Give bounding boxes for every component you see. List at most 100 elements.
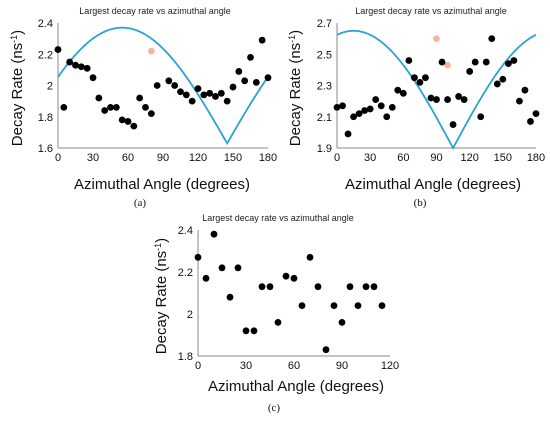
data-point — [258, 283, 266, 291]
data-point — [188, 97, 196, 105]
data-point — [399, 89, 407, 97]
data-point — [77, 63, 85, 71]
x-tick-label: 150 — [494, 152, 512, 164]
chart-panel-a: Largest decay rate vs azimuthal angle 0 3… — [9, 6, 277, 209]
x-tick-label: 180 — [259, 152, 277, 164]
data-point — [339, 102, 346, 110]
x-tick-label: 150 — [224, 152, 242, 164]
data-point — [194, 85, 202, 93]
data-point — [60, 103, 68, 111]
data-point — [264, 74, 272, 82]
data-point — [322, 346, 330, 354]
data-point — [362, 283, 370, 291]
data-point — [405, 57, 413, 64]
y-tick-label: 2.4 — [38, 18, 53, 30]
data-point — [266, 283, 274, 291]
data-point — [361, 107, 369, 114]
data-point — [354, 302, 362, 309]
x-tick-label: 180 — [527, 152, 545, 164]
data-point — [383, 113, 391, 121]
y-axis-label: Decay Rate (ns-1) — [153, 238, 170, 354]
data-point — [298, 302, 306, 309]
data-point — [466, 68, 474, 75]
data-point — [527, 118, 534, 125]
data-point — [350, 113, 357, 121]
plot-area: 0 30 60 90 120 150 180 1.6 1.8 2 2.2 2.4 — [38, 18, 277, 164]
x-tick-label: 30 — [87, 152, 99, 164]
y-tick-label: 2.3 — [317, 81, 332, 93]
data-point — [72, 61, 79, 69]
data-point — [83, 64, 91, 72]
x-tick-label: 60 — [122, 152, 134, 164]
data-point — [444, 96, 451, 103]
y-axis-label: Decay Rate (ns-1) — [287, 30, 304, 146]
y-tick-label: 2.4 — [178, 225, 193, 237]
data-point — [202, 274, 210, 282]
y-tick-label: 2.1 — [317, 112, 332, 124]
data-point — [218, 264, 226, 272]
data-point — [516, 97, 523, 105]
data-point — [247, 53, 254, 61]
data-point — [346, 283, 354, 291]
data-point — [217, 89, 225, 97]
x-tick-label: 90 — [336, 360, 348, 372]
data-point — [200, 91, 208, 99]
data-point — [433, 96, 440, 103]
plot-area: 0 30 60 90 120 150 180 1.9 2.1 2.3 2.5 2.7 — [317, 18, 545, 164]
data-point — [482, 58, 490, 66]
data-point — [229, 83, 237, 91]
y-tick-label: 1.6 — [38, 143, 53, 155]
data-point — [101, 107, 109, 114]
x-tick-label: 0 — [195, 360, 201, 372]
data-point — [460, 96, 468, 103]
data-point — [66, 58, 74, 66]
data-point — [235, 68, 243, 75]
data-point — [54, 46, 62, 53]
data-point — [504, 60, 512, 68]
data-point — [338, 319, 346, 326]
data-point — [153, 82, 161, 89]
data-point — [370, 283, 378, 291]
outlier-point — [148, 47, 155, 55]
data-point — [416, 78, 424, 86]
data-point — [252, 78, 260, 86]
data-point — [377, 102, 385, 110]
x-axis-label: Azimuthal Angle (degrees) — [345, 176, 521, 193]
data-point — [112, 103, 120, 111]
data-point — [438, 58, 446, 66]
data-point — [378, 302, 386, 309]
x-tick-label: 120 — [460, 152, 478, 164]
data-point — [333, 103, 341, 111]
x-tick-label: 90 — [430, 152, 442, 164]
data-point — [147, 110, 155, 118]
x-tick-label: 120 — [381, 360, 399, 372]
data-point — [510, 57, 518, 64]
data-point — [226, 293, 234, 301]
x-axis-label: Azimuthal Angle (degrees) — [208, 378, 384, 395]
data-point — [499, 75, 507, 83]
data-point — [241, 77, 249, 85]
data-point — [212, 93, 219, 100]
data-point — [124, 118, 132, 125]
data-point — [521, 86, 529, 94]
data-point — [194, 253, 202, 261]
x-tick-label: 0 — [334, 152, 340, 164]
y-tick-label: 2.5 — [317, 49, 332, 61]
data-point — [290, 274, 298, 282]
x-tick-label: 30 — [240, 360, 252, 372]
panel-label: (c) — [268, 402, 281, 414]
x-tick-label: 30 — [364, 152, 376, 164]
data-point — [171, 82, 179, 89]
data-point — [118, 116, 126, 124]
data-point — [388, 103, 396, 111]
data-point — [274, 319, 282, 326]
y-axis-label: Decay Rate (ns-1) — [9, 30, 26, 146]
chart-title: Largest decay rate vs azimuthal angle — [79, 6, 231, 16]
data-point — [493, 80, 501, 88]
x-axis-label: Azimuthal Angle (degrees) — [74, 176, 250, 193]
data-point — [177, 88, 184, 96]
y-tick-label: 2.7 — [317, 18, 332, 30]
fit-curve-line — [336, 29, 537, 150]
data-point — [394, 86, 402, 94]
